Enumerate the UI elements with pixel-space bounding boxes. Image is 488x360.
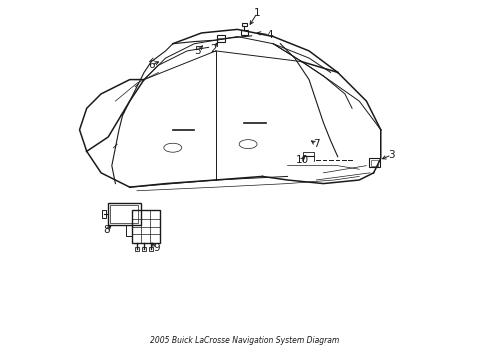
- Text: 7: 7: [312, 139, 319, 149]
- Bar: [217, 36, 225, 42]
- Bar: [108, 203, 140, 225]
- Text: 1: 1: [253, 8, 260, 18]
- Text: 4: 4: [266, 30, 272, 40]
- Bar: [242, 23, 246, 26]
- Bar: [102, 211, 106, 218]
- Bar: [142, 247, 146, 251]
- Text: 2005 Buick LaCrosse Navigation System Diagram: 2005 Buick LaCrosse Navigation System Di…: [149, 336, 339, 345]
- Text: 2: 2: [210, 44, 217, 54]
- Text: 3: 3: [387, 150, 394, 160]
- Text: 9: 9: [153, 243, 160, 253]
- Text: 8: 8: [103, 225, 109, 235]
- Bar: [135, 247, 139, 251]
- Text: 10: 10: [295, 155, 308, 165]
- Bar: [149, 247, 153, 251]
- Bar: [241, 31, 247, 36]
- Bar: [125, 225, 131, 235]
- Text: 5: 5: [194, 46, 201, 56]
- Text: 6: 6: [148, 60, 154, 70]
- Bar: [368, 158, 379, 167]
- Bar: [131, 211, 160, 243]
- Bar: [110, 206, 138, 223]
- Bar: [370, 160, 377, 166]
